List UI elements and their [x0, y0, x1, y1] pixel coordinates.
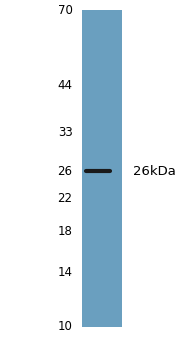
Text: 70: 70 [58, 4, 73, 17]
Text: 22: 22 [57, 192, 73, 205]
Bar [82, 10, 122, 327]
Text: 14: 14 [57, 266, 73, 279]
Text: 18: 18 [58, 225, 73, 238]
Text: 33: 33 [58, 126, 73, 139]
Text: 10: 10 [58, 320, 73, 333]
Text: 26kDa: 26kDa [133, 165, 176, 178]
Text: 26: 26 [57, 165, 73, 178]
Text: 44: 44 [57, 79, 73, 92]
